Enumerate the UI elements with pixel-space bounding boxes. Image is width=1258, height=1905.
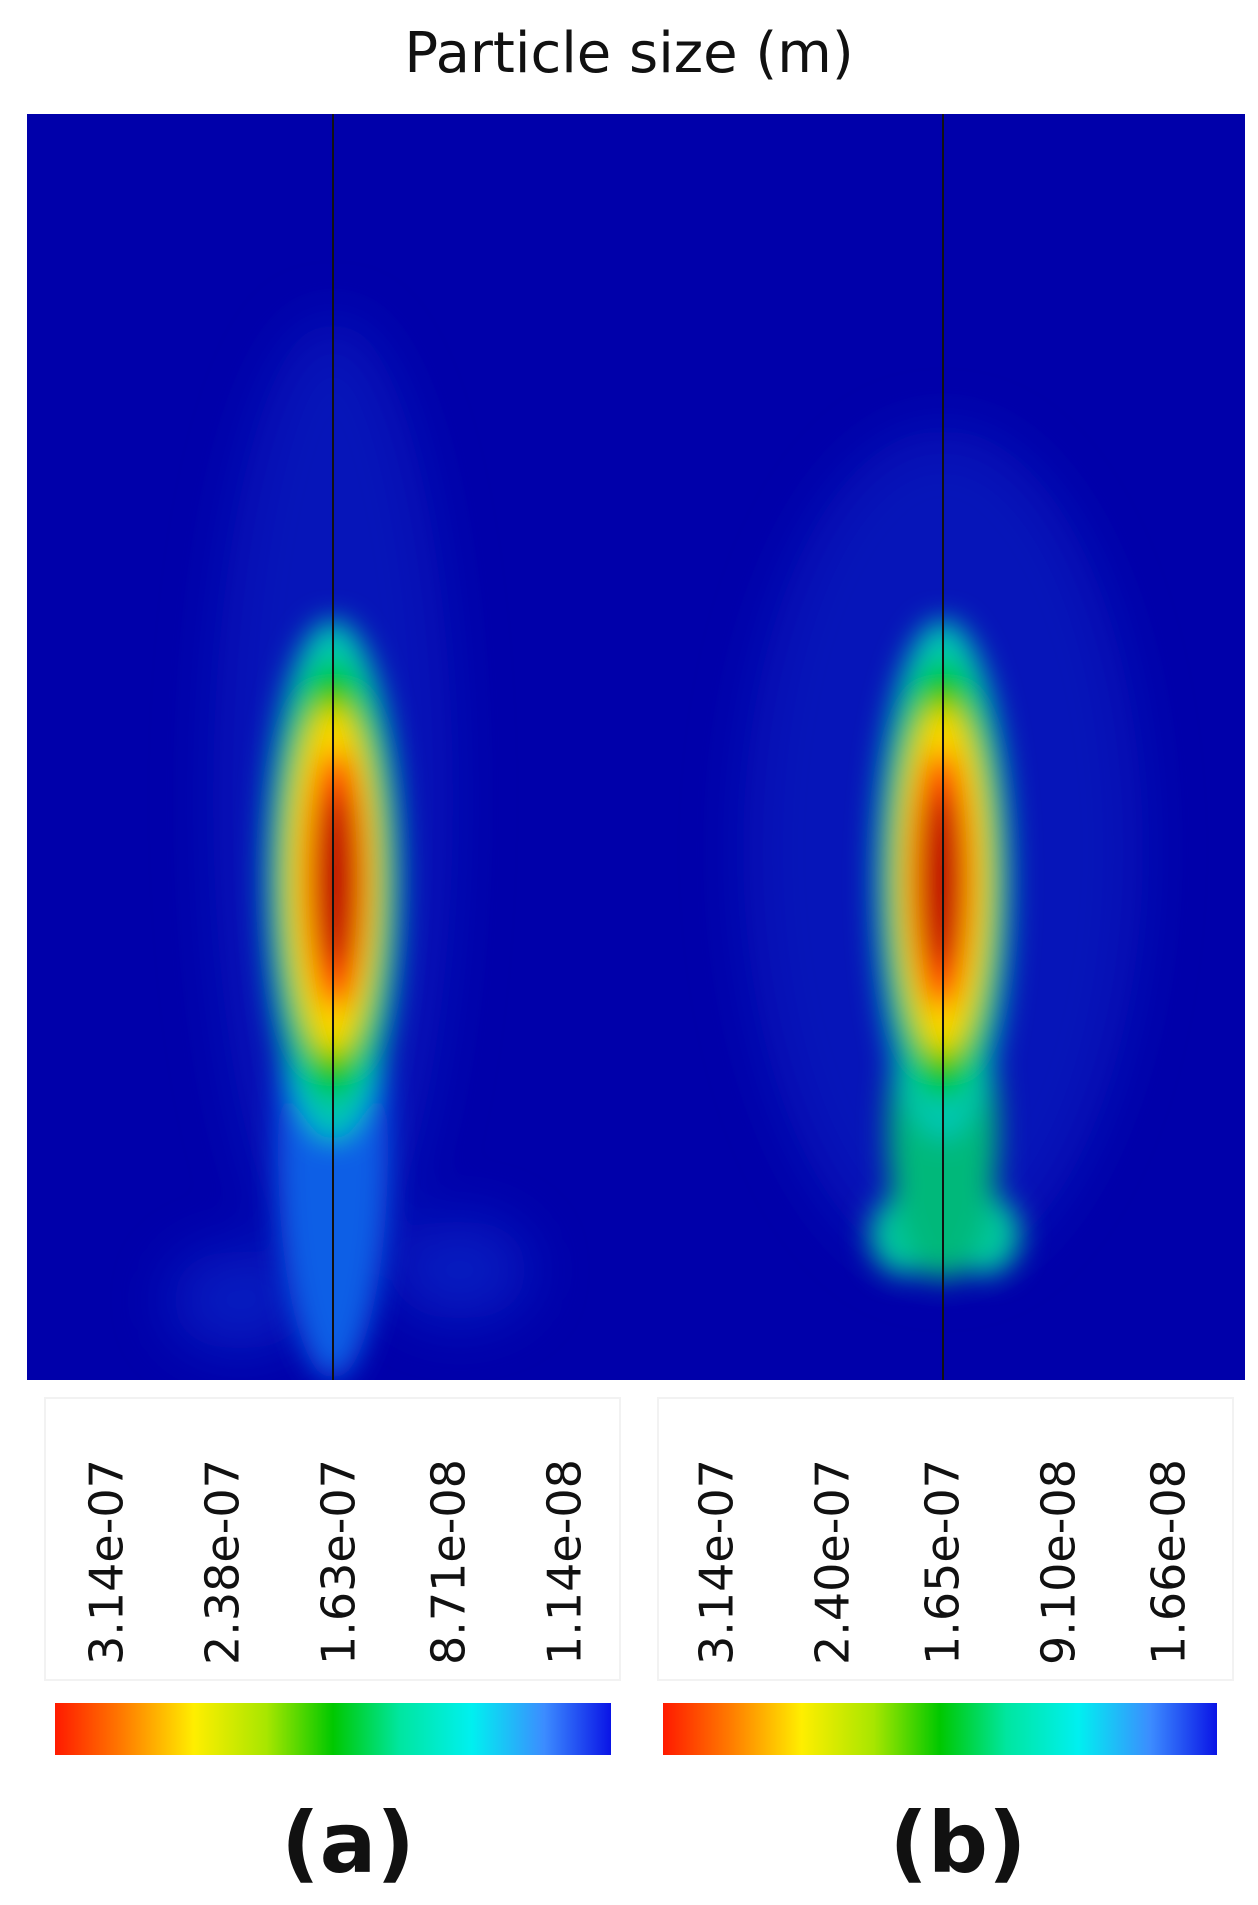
colorbar-label: 3.14e-07 xyxy=(80,1459,134,1665)
colorbar-label: 1.63e-07 xyxy=(312,1459,366,1665)
contour-plot xyxy=(27,114,1245,1380)
colorbar xyxy=(55,1703,611,1755)
colorbar-label: 2.40e-07 xyxy=(806,1459,860,1665)
panel-label: (a) xyxy=(281,1794,414,1892)
colorbar-label: 3.14e-07 xyxy=(690,1459,744,1665)
colorbar-label: 1.66e-08 xyxy=(1142,1459,1196,1665)
colorbar-label: 1.65e-07 xyxy=(916,1459,970,1665)
colorbar-label: 1.14e-08 xyxy=(538,1459,592,1665)
colorbar xyxy=(663,1703,1217,1755)
panel-label: (b) xyxy=(890,1794,1027,1892)
colorbar-label: 8.71e-08 xyxy=(422,1459,476,1665)
colorbar-label: 9.10e-08 xyxy=(1032,1459,1086,1665)
colorbar-label: 2.38e-07 xyxy=(196,1459,250,1665)
figure-title: Particle size (m) xyxy=(404,21,853,86)
